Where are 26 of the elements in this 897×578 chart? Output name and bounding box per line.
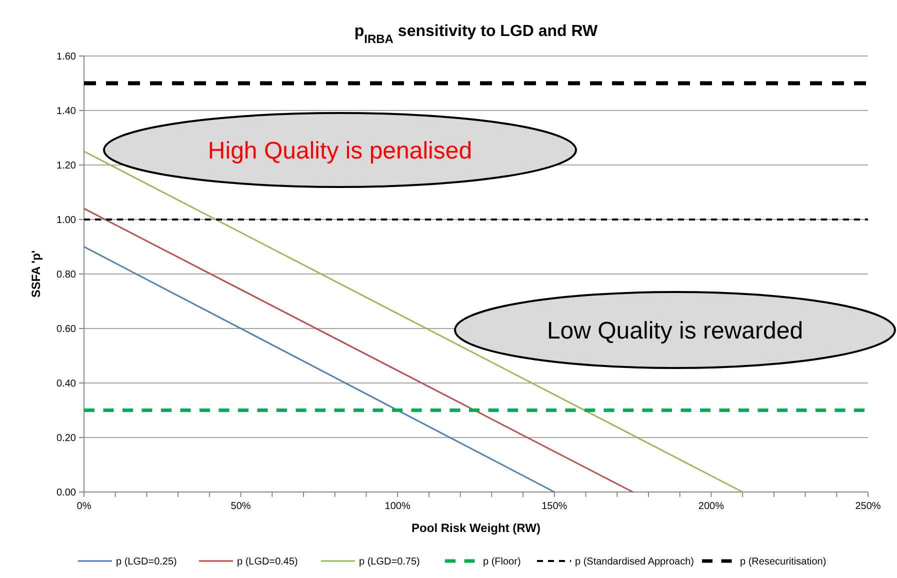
y-tick-label: 1.40 xyxy=(56,106,76,117)
y-tick-label: 0.20 xyxy=(56,433,76,444)
x-axis-title: Pool Risk Weight (RW) xyxy=(412,521,540,535)
x-tick-label: 0% xyxy=(76,501,92,512)
y-tick-label: 0.00 xyxy=(56,488,76,498)
legend-label: p (LGD=0.25) xyxy=(116,556,177,568)
y-tick-label: 0.40 xyxy=(56,378,76,390)
y-tick-label: 0.60 xyxy=(56,324,76,335)
y-tick-label: 1.00 xyxy=(56,215,76,226)
x-tick-label: 250% xyxy=(855,501,881,512)
legend-label: p (LGD=0.75) xyxy=(359,556,420,568)
legend-label: p (Resecuritisation) xyxy=(740,556,826,568)
x-tick-label: 200% xyxy=(698,501,724,512)
x-tick-label: 50% xyxy=(230,501,251,512)
x-tick-label: 100% xyxy=(384,501,410,512)
legend-label: p (Standardised Approach) xyxy=(575,556,694,568)
annotation: Low Quality is rewarded xyxy=(546,317,804,344)
legend-label: p (LGD=0.45) xyxy=(237,556,298,568)
annotation: High Quality is penalised xyxy=(208,137,472,164)
y-tick-label: 1.20 xyxy=(56,160,76,172)
y-axis-title: SSFA 'p' xyxy=(29,250,43,298)
x-tick-label: 150% xyxy=(542,501,568,512)
legend-label: p (Floor) xyxy=(483,556,521,568)
y-tick-label: 0.80 xyxy=(56,270,76,280)
chart-title: p$_{IRBA}$ sensitivity to LGD and RW xyxy=(354,23,599,46)
y-tick-label: 1.60 xyxy=(56,52,76,62)
